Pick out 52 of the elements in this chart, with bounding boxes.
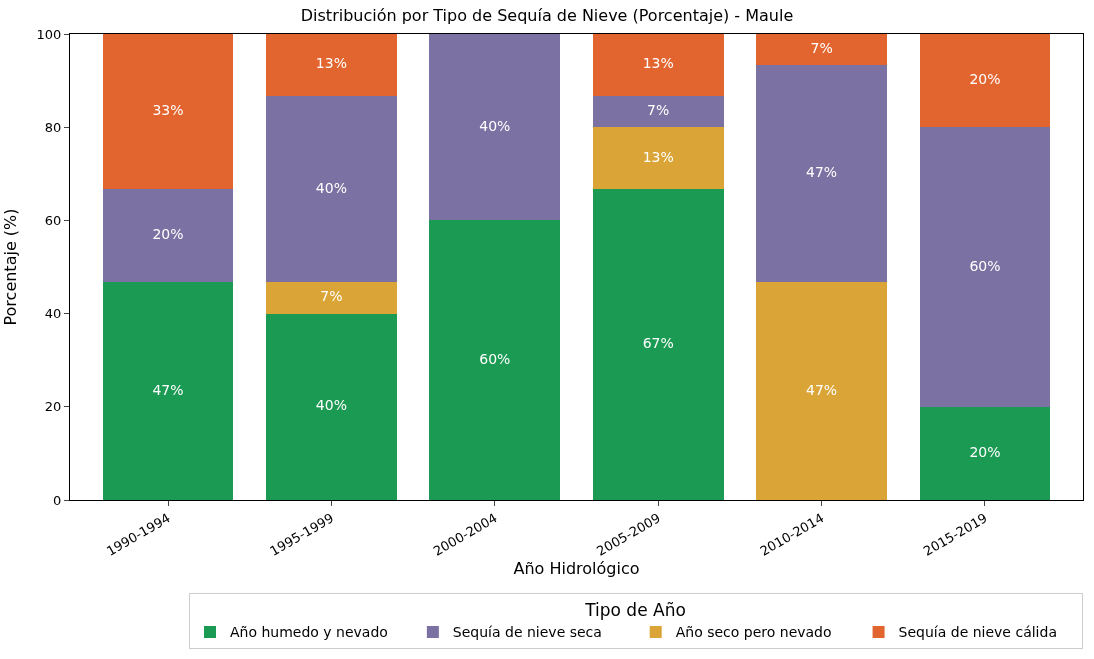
bar xyxy=(592,95,724,128)
data-label: 7% xyxy=(647,102,670,119)
bar xyxy=(592,127,724,190)
legend-label: Sequía de nieve seca xyxy=(452,624,602,641)
bar xyxy=(102,282,234,500)
bar xyxy=(919,127,1051,407)
data-label: 33% xyxy=(152,102,184,119)
data-label: 40% xyxy=(315,179,347,196)
y-tick-label: 40 xyxy=(44,306,62,322)
data-label: 47% xyxy=(806,381,838,398)
data-label: 67% xyxy=(642,335,674,352)
data-label: 40% xyxy=(479,117,511,134)
y-tick-label: 20 xyxy=(44,399,62,415)
y-tick-label: 80 xyxy=(44,119,62,135)
bar xyxy=(266,282,397,314)
data-label: 40% xyxy=(315,397,347,414)
y-tick-label: 60 xyxy=(44,212,62,228)
bar xyxy=(266,95,397,283)
data-label: 7% xyxy=(320,288,343,305)
data-label: 47% xyxy=(806,164,838,181)
bar xyxy=(919,34,1051,128)
data-label: 13% xyxy=(642,148,674,165)
bar xyxy=(756,34,887,66)
data-label: 60% xyxy=(969,257,1001,274)
bar xyxy=(592,34,724,96)
data-label: 13% xyxy=(315,55,347,72)
bar xyxy=(266,34,397,96)
data-label: 20% xyxy=(969,443,1001,460)
legend-label: Año seco pero nevado xyxy=(675,624,832,641)
data-label: 20% xyxy=(969,71,1001,88)
x-axis-title: Año Hidrológico xyxy=(513,558,640,578)
y-tick-label: 100 xyxy=(36,26,62,42)
bar xyxy=(102,34,234,190)
chart-title: Distribución por Tipo de Sequía de Nieve (Porcentaje) - Maule xyxy=(300,6,794,26)
bar xyxy=(756,65,887,283)
bar xyxy=(756,282,887,500)
bar xyxy=(266,313,397,500)
legend-label: Año humedo y nevado xyxy=(230,624,388,641)
bar xyxy=(429,220,561,500)
bar xyxy=(429,34,561,221)
data-label: 7% xyxy=(810,40,833,57)
legend-title: Tipo de Año xyxy=(584,600,686,621)
legend-label: Sequía de nieve cálida xyxy=(898,624,1057,641)
data-label: 20% xyxy=(152,226,184,243)
bar xyxy=(919,406,1051,500)
data-label: 47% xyxy=(152,381,184,398)
bar xyxy=(102,189,234,283)
y-tick-label: 0 xyxy=(53,492,62,508)
data-label: 13% xyxy=(642,55,674,72)
bar xyxy=(592,189,724,500)
data-label: 60% xyxy=(479,350,511,367)
y-axis-title: Porcentaje (%) xyxy=(1,208,21,326)
